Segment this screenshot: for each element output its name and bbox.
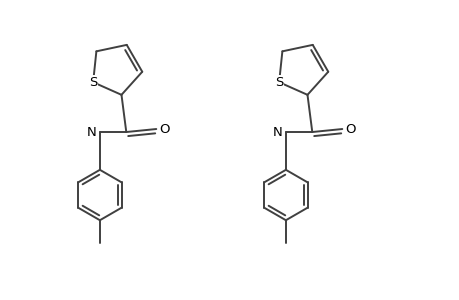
Text: N: N [87,125,97,139]
Text: S: S [274,76,283,89]
Text: S: S [89,76,97,89]
Text: O: O [344,122,354,136]
Text: N: N [273,125,282,139]
Text: O: O [158,122,169,136]
